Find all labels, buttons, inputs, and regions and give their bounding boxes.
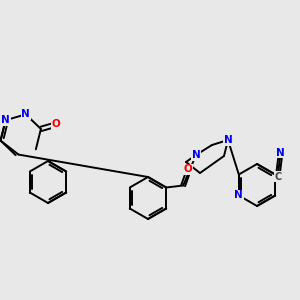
Text: C: C	[274, 172, 282, 182]
Text: N: N	[224, 135, 232, 145]
Text: N: N	[21, 110, 30, 119]
Text: N: N	[234, 190, 243, 200]
Text: O: O	[184, 164, 193, 175]
Text: N: N	[192, 150, 200, 160]
Text: N: N	[1, 115, 10, 125]
Text: N: N	[276, 148, 285, 158]
Text: O: O	[52, 119, 61, 130]
